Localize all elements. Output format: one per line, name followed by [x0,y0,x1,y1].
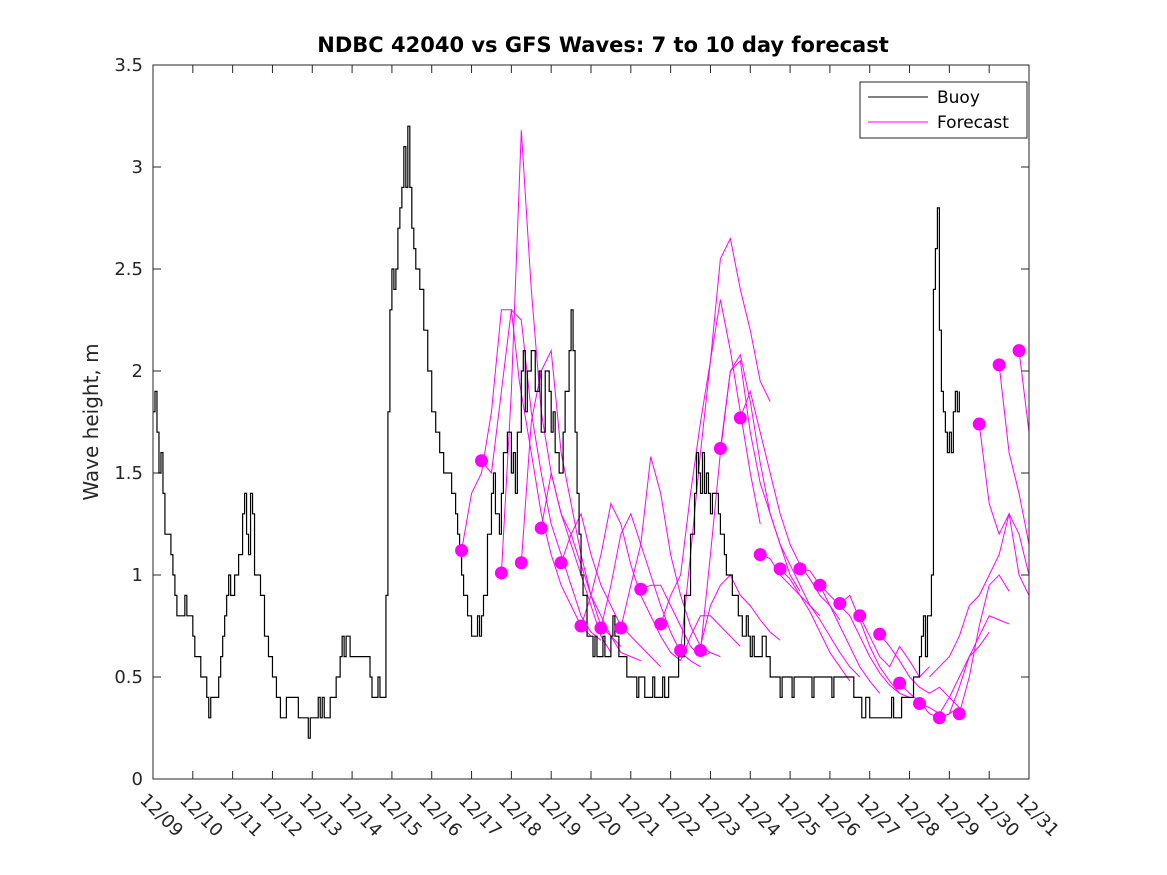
forecast-marker [833,597,847,611]
forecast-line [839,594,910,698]
forecast-line [640,584,721,658]
axes-box [152,64,1030,780]
legend-buoy-label: Buoy [937,88,980,108]
forecast-markers [455,344,1026,725]
forecast-line [819,584,900,694]
forecast-line [560,512,662,668]
forecast-marker [913,697,926,711]
legend-forecast-label: Forecast [937,113,1009,133]
forecast-line [799,568,881,694]
forecast-marker [574,619,588,633]
forecast-marker [1012,344,1026,358]
axis-ticks [152,64,1030,780]
forecast-marker [813,578,827,592]
forecast-line [719,353,821,617]
y-tick-label: 2 [132,361,143,382]
forecast-marker [475,454,488,468]
forecast-line [580,502,681,662]
y-tick-label: 2.5 [114,259,143,280]
y-tick-labels: 0 0.5 1 1.5 2 2.5 3 3.5 [114,55,143,790]
forecast-marker [753,548,767,562]
forecast-line [939,615,1010,719]
forecast-line [680,615,741,661]
forecast-line [879,633,960,708]
forecast-line [978,423,1029,596]
y-tick-label: 0.5 [114,667,143,688]
data-layer [153,125,1029,739]
forecast-marker [514,556,528,570]
buoy-series-line [153,125,960,739]
forecast-line [779,568,861,678]
forecast-marker [853,609,867,623]
forecast-marker [932,711,946,725]
forecast-marker [972,417,986,431]
forecast-marker [992,358,1006,372]
forecast-marker [494,566,508,580]
forecast-marker [793,562,807,576]
forecast-line [958,574,1010,714]
forecast-marker [713,442,727,456]
forecast-marker [554,556,568,570]
forecast-marker [594,621,608,635]
forecast-marker [773,562,787,576]
forecast-marker [694,643,707,657]
forecast-marker [654,617,668,631]
forecast-marker [733,411,747,425]
forecast-line [1018,350,1029,433]
forecast-line [700,574,781,647]
y-tick-label: 3 [132,157,143,178]
forecast-line [700,359,801,651]
chart-title: NDBC 42040 vs GFS Waves: 7 to 10 day for… [317,33,888,57]
forecast-lines [461,130,1029,719]
buoy-line [153,125,960,739]
y-tick-label: 1 [132,565,143,586]
forecast-marker [534,521,548,535]
forecast-line [998,364,1029,545]
forecast-marker [674,643,688,657]
forecast-line [620,456,711,653]
forecast-marker [614,621,628,635]
forecast-line [929,512,1029,678]
legend: Buoy Forecast [859,81,1028,139]
plot-area [153,65,1029,779]
y-axis-label: Wave height, m [79,343,103,500]
forecast-line [919,631,990,715]
forecast-marker [952,707,966,721]
forecast-line [680,236,771,651]
forecast-marker [893,676,907,690]
forecast-marker [634,582,648,596]
forecast-line [859,615,930,678]
forecast-marker [873,627,887,641]
y-tick-label: 0 [132,769,143,790]
forecast-line [739,389,841,621]
forecast-marker [455,544,469,558]
y-tick-label: 1.5 [114,463,143,484]
forecast-line [481,308,602,641]
legend-box [859,81,1028,139]
y-tick-label: 3.5 [114,55,143,76]
